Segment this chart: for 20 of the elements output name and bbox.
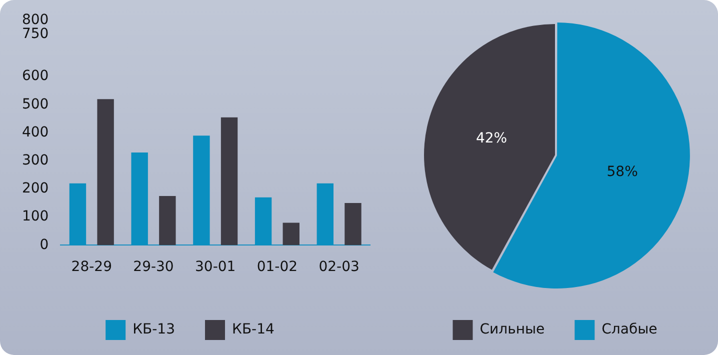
y-tick-label: 300 [22,152,49,169]
y-tick-label: 100 [22,208,49,225]
y-tick-label: 800 [22,12,49,28]
legend-label: Слабые [602,322,658,338]
y-tick-label: 600 [22,68,49,84]
y-tick-label: 500 [22,96,49,112]
y-tick-label: 200 [22,180,49,197]
legend-label: КБ-14 [232,322,275,338]
y-tick-label: 750 [22,26,49,42]
x-tick-label: 28-29 [71,259,112,276]
y-tick-label: 400 [22,124,49,140]
y-tick-label: 0 [40,236,49,253]
x-tick-label: 02-03 [318,259,360,276]
legend-label: Сильные [480,322,545,338]
x-tick-label: 30-01 [195,259,236,276]
x-tick-label: 01-02 [256,259,298,276]
legend-label: КБ-13 [132,322,176,338]
data-label: 58% [606,164,638,180]
x-tick-label: 29-30 [133,259,174,276]
data-label: 42% [476,130,508,146]
